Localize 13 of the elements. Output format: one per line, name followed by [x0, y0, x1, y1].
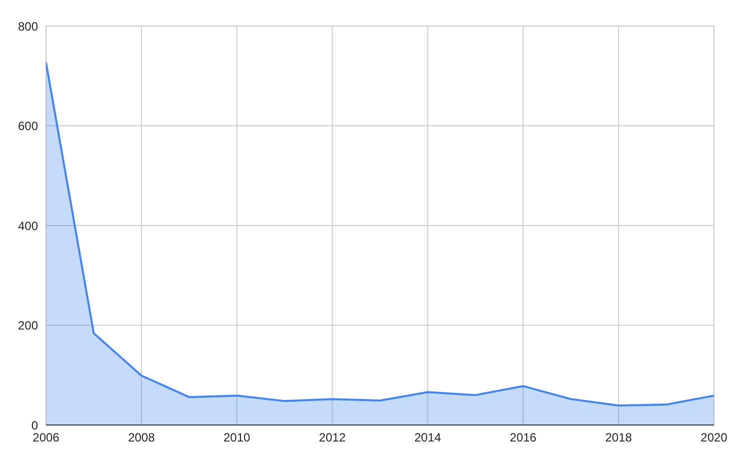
x-tick-label: 2010 — [224, 430, 251, 445]
x-tick-label: 2020 — [700, 430, 728, 445]
x-tick-label: 2018 — [605, 430, 632, 445]
x-tick-label: 2008 — [128, 430, 156, 445]
y-tick-label: 400 — [18, 218, 38, 233]
y-tick-label: 0 — [31, 418, 38, 432]
x-tick-label: 2016 — [510, 430, 537, 445]
y-tick-label: 200 — [18, 318, 38, 333]
x-tick-label: 2014 — [414, 430, 442, 445]
x-tick-label: 2006 — [32, 430, 60, 445]
y-tick-label: 600 — [18, 119, 38, 134]
x-tick-label: 2012 — [318, 430, 346, 445]
y-tick-label: 800 — [18, 19, 38, 34]
